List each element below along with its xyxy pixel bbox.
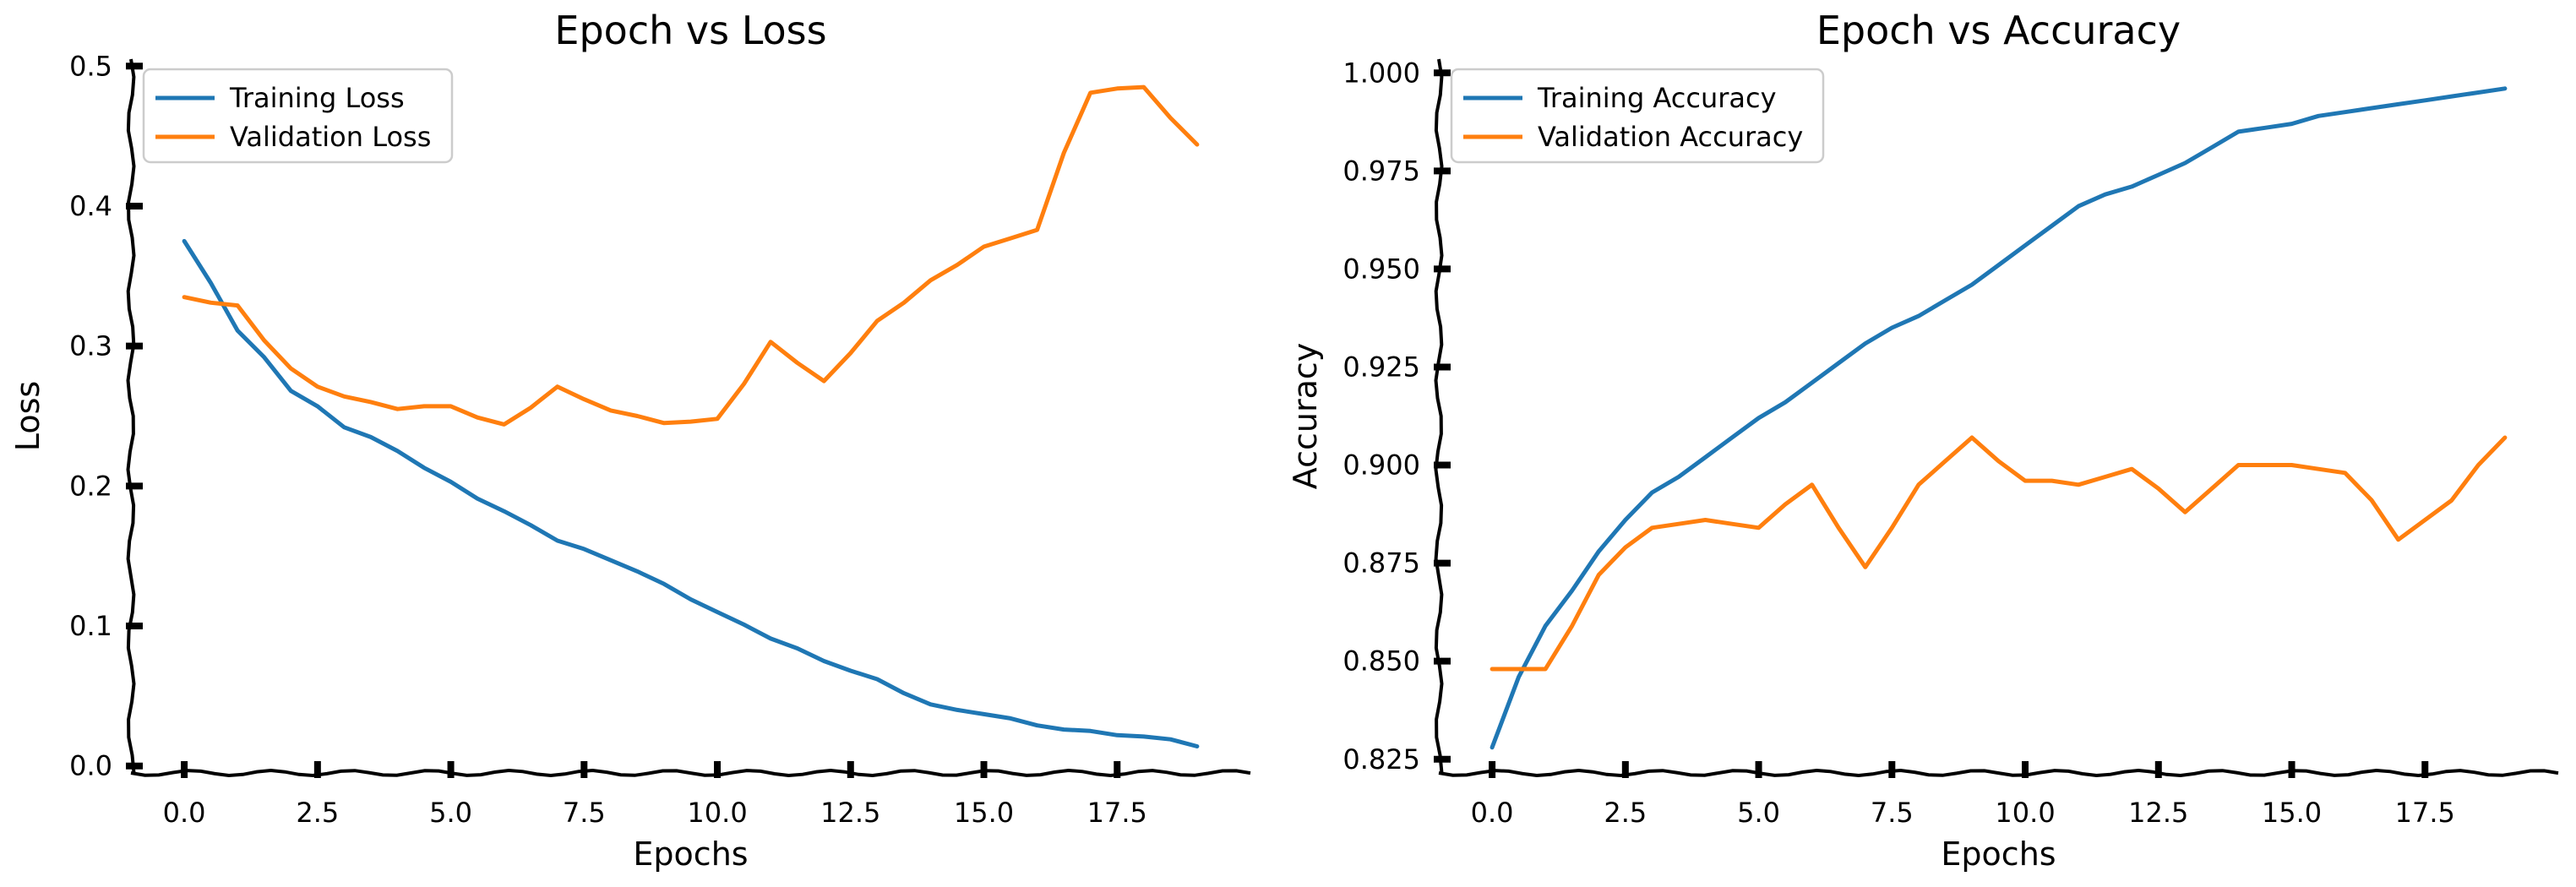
training-loss-legend-label: Training Loss	[229, 82, 405, 114]
y-tick-label: 0.950	[1342, 253, 1420, 285]
x-tick-label: 10.0	[687, 797, 747, 829]
x-tick-label: 15.0	[2262, 797, 2322, 829]
y-axis-spine	[1434, 58, 1444, 774]
y-axis-label: Accuracy	[1287, 343, 1324, 490]
legend	[142, 68, 454, 164]
x-axis-spine	[1438, 768, 2559, 778]
x-tick-label: 0.0	[1471, 797, 1514, 829]
y-tick-label: 0.900	[1342, 449, 1420, 482]
y-tick-label: 0.850	[1342, 645, 1420, 677]
chart-title: Epoch vs Accuracy	[1816, 8, 2181, 53]
x-tick-label: 7.5	[1871, 797, 1914, 829]
training-accuracy-line	[1490, 86, 2508, 750]
x-tick-label: 0.0	[163, 797, 206, 829]
y-tick-label: 0.825	[1342, 743, 1420, 775]
y-tick-label: 0.1	[69, 610, 112, 642]
x-tick-label: 12.5	[2128, 797, 2188, 829]
validation-accuracy-legend-label: Validation Accuracy	[1538, 121, 1803, 153]
y-tick-label: 0.975	[1342, 155, 1420, 187]
validation-loss-legend-label: Validation Loss	[230, 121, 431, 153]
validation-loss-line	[182, 84, 1200, 427]
x-axis-label: Epochs	[1941, 835, 2056, 873]
accuracy-chart: 0.825 0.850 0.875 0.900 0.925 0.950 0.975 1.000…	[1287, 8, 2559, 873]
x-axis-spine	[130, 768, 1251, 778]
y-tick-label: 0.3	[69, 330, 112, 362]
loss-chart: 0.0 0.1 0.2 0.3 0.4 0.5 0.0 2.5 5.0 7.5 10.0 12.5 15…	[9, 8, 1251, 873]
x-tick-label: 2.5	[296, 797, 339, 829]
x-tick-label: 2.5	[1604, 797, 1647, 829]
legend	[1450, 68, 1825, 164]
x-tick-label: 5.0	[429, 797, 472, 829]
y-tick-label: 0.0	[69, 750, 112, 782]
y-tick-label: 0.4	[69, 190, 112, 222]
y-axis-spine	[126, 58, 136, 774]
y-tick-label: 0.5	[69, 50, 112, 82]
y-tick-label: 0.875	[1342, 547, 1420, 580]
chart-title: Epoch vs Loss	[554, 8, 826, 53]
x-tick-label: 7.5	[563, 797, 606, 829]
y-axis-label: Loss	[9, 381, 46, 451]
validation-accuracy-line	[1490, 435, 2508, 672]
x-axis-label: Epochs	[633, 835, 748, 873]
x-tick-label: 17.5	[2395, 797, 2455, 829]
training-loss-line	[182, 238, 1200, 748]
x-tick-label: 12.5	[820, 797, 880, 829]
x-tick-label: 10.0	[1995, 797, 2055, 829]
x-tick-label: 5.0	[1737, 797, 1780, 829]
x-tick-label: 15.0	[954, 797, 1014, 829]
y-tick-label: 0.925	[1342, 351, 1420, 383]
y-tick-label: 0.2	[69, 470, 112, 502]
training-accuracy-legend-label: Training Accuracy	[1537, 82, 1777, 114]
y-tick-label: 1.000	[1342, 57, 1420, 89]
x-tick-label: 17.5	[1087, 797, 1147, 829]
